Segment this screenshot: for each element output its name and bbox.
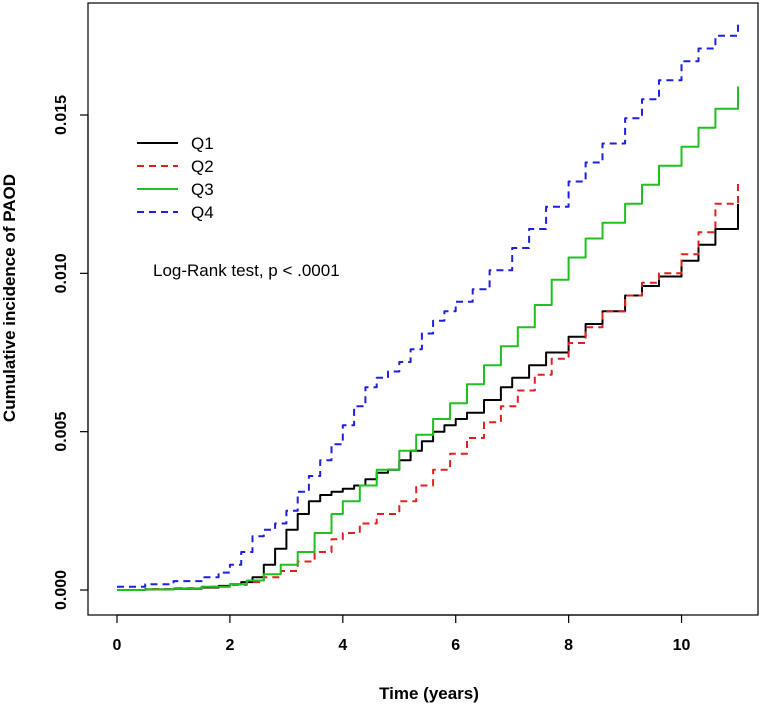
x-axis: 0 2 4 6 8 10 [113,614,691,654]
x-tick-label: 2 [225,637,234,654]
series-line-q2 [117,181,739,591]
legend-label-q3: Q3 [191,180,214,199]
plot-frame [87,2,759,616]
x-tick-label: 8 [564,637,573,654]
series-line-q3 [117,86,739,591]
series-layer [117,23,739,591]
y-tick-label: 0.010 [53,253,70,293]
legend-label-q1: Q1 [191,134,214,153]
x-tick-label: 4 [338,637,347,654]
y-axis-title: Cumulative incidence of PAOD [0,174,19,422]
y-axis: 0.000 0.005 0.010 0.015 [53,95,89,610]
x-tick-label: 6 [451,637,460,654]
y-tick-label: 0.000 [53,570,70,610]
x-tick-label: 0 [113,637,122,654]
series-line-q4 [117,23,739,588]
legend-label-q4: Q4 [191,203,214,222]
legend-label-q2: Q2 [191,157,214,176]
y-tick-label: 0.005 [53,412,70,452]
x-axis-title: Time (years) [379,684,479,703]
logrank-annotation: Log-Rank test, p < .0001 [153,261,340,280]
x-tick-label: 10 [673,637,691,654]
y-tick-label: 0.015 [53,95,70,135]
legend: Q1 Q2 Q3 Q4 [137,134,214,222]
